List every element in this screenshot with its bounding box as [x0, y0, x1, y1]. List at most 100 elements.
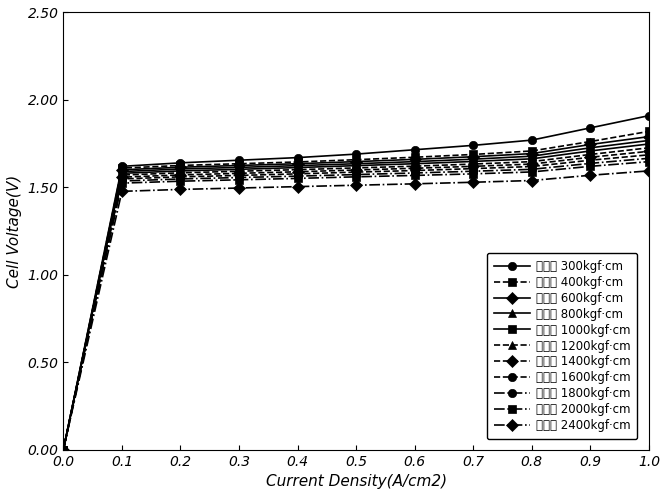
체결력 1800kgf·cm [528, 166, 536, 172]
Line: 체결력 1000kgf·cm: 체결력 1000kgf·cm [59, 140, 653, 454]
체결력 1400kgf·cm [586, 154, 594, 160]
Line: 체결력 1400kgf·cm: 체결력 1400kgf·cm [59, 147, 653, 454]
체결력 1000kgf·cm [586, 148, 594, 154]
체결력 1200kgf·cm [59, 447, 67, 453]
체결력 1200kgf·cm [177, 170, 185, 176]
체결력 300kgf·cm [293, 155, 301, 161]
체결력 1400kgf·cm [59, 447, 67, 453]
체결력 2000kgf·cm [645, 159, 653, 165]
체결력 1800kgf·cm [59, 447, 67, 453]
체결력 800kgf·cm [293, 163, 301, 169]
체결력 1800kgf·cm [645, 155, 653, 161]
Line: 체결력 1200kgf·cm: 체결력 1200kgf·cm [59, 144, 653, 454]
체결력 1800kgf·cm [411, 170, 419, 176]
체결력 1000kgf·cm [177, 168, 185, 174]
Y-axis label: Cell Voltage(V): Cell Voltage(V) [7, 175, 22, 288]
체결력 400kgf·cm [411, 154, 419, 160]
체결력 1400kgf·cm [118, 174, 126, 180]
체결력 600kgf·cm [59, 447, 67, 453]
체결력 1200kgf·cm [470, 161, 478, 167]
Line: 체결력 300kgf·cm: 체결력 300kgf·cm [59, 112, 653, 454]
체결력 800kgf·cm [411, 159, 419, 165]
체결력 800kgf·cm [528, 153, 536, 159]
체결력 2000kgf·cm [352, 174, 360, 180]
체결력 300kgf·cm [235, 157, 243, 163]
체결력 2000kgf·cm [293, 176, 301, 182]
체결력 1800kgf·cm [352, 172, 360, 178]
체결력 800kgf·cm [177, 166, 185, 172]
체결력 1000kgf·cm [235, 166, 243, 172]
체결력 1600kgf·cm [118, 176, 126, 182]
체결력 1000kgf·cm [645, 141, 653, 147]
Line: 체결력 800kgf·cm: 체결력 800kgf·cm [59, 136, 653, 454]
체결력 1800kgf·cm [470, 168, 478, 174]
체결력 400kgf·cm [235, 161, 243, 167]
체결력 2400kgf·cm [293, 184, 301, 189]
체결력 1400kgf·cm [411, 165, 419, 171]
체결력 300kgf·cm [177, 160, 185, 166]
체결력 1600kgf·cm [293, 171, 301, 177]
체결력 1200kgf·cm [586, 151, 594, 157]
체결력 300kgf·cm [470, 142, 478, 148]
체결력 1600kgf·cm [352, 169, 360, 175]
체결력 1400kgf·cm [645, 148, 653, 154]
체결력 2400kgf·cm [177, 186, 185, 192]
체결력 800kgf·cm [470, 156, 478, 162]
Line: 체결력 600kgf·cm: 체결력 600kgf·cm [59, 132, 653, 454]
체결력 1200kgf·cm [293, 167, 301, 173]
체결력 1600kgf·cm [59, 447, 67, 453]
체결력 1000kgf·cm [118, 170, 126, 176]
체결력 2400kgf·cm [586, 172, 594, 178]
체결력 1200kgf·cm [528, 159, 536, 165]
체결력 600kgf·cm [586, 141, 594, 147]
체결력 1800kgf·cm [293, 173, 301, 179]
체결력 1000kgf·cm [411, 161, 419, 167]
Line: 체결력 1800kgf·cm: 체결력 1800kgf·cm [59, 154, 653, 454]
체결력 2400kgf·cm [645, 168, 653, 174]
체결력 2400kgf·cm [528, 178, 536, 184]
체결력 400kgf·cm [293, 159, 301, 165]
체결력 1200kgf·cm [118, 172, 126, 178]
체결력 1600kgf·cm [235, 173, 243, 179]
Line: 체결력 400kgf·cm: 체결력 400kgf·cm [59, 127, 653, 454]
체결력 2000kgf·cm [470, 171, 478, 177]
체결력 600kgf·cm [293, 161, 301, 167]
체결력 2000kgf·cm [411, 173, 419, 179]
체결력 800kgf·cm [645, 137, 653, 143]
체결력 2000kgf·cm [59, 447, 67, 453]
체결력 2400kgf·cm [411, 181, 419, 187]
체결력 2400kgf·cm [235, 185, 243, 191]
체결력 600kgf·cm [645, 133, 653, 139]
체결력 1000kgf·cm [528, 156, 536, 162]
체결력 600kgf·cm [177, 164, 185, 170]
체결력 300kgf·cm [411, 147, 419, 153]
체결력 800kgf·cm [235, 164, 243, 170]
체결력 2400kgf·cm [118, 188, 126, 194]
X-axis label: Current Density(A/cm2): Current Density(A/cm2) [265, 474, 447, 489]
체결력 600kgf·cm [470, 154, 478, 160]
체결력 1600kgf·cm [528, 164, 536, 170]
체결력 300kgf·cm [645, 113, 653, 119]
체결력 1200kgf·cm [235, 168, 243, 174]
체결력 400kgf·cm [470, 151, 478, 157]
체결력 600kgf·cm [235, 163, 243, 169]
체결력 400kgf·cm [645, 128, 653, 134]
체결력 400kgf·cm [59, 447, 67, 453]
체결력 300kgf·cm [586, 125, 594, 131]
체결력 1600kgf·cm [470, 166, 478, 172]
체결력 1400kgf·cm [235, 170, 243, 176]
체결력 300kgf·cm [118, 163, 126, 169]
체결력 2000kgf·cm [118, 180, 126, 186]
체결력 800kgf·cm [118, 169, 126, 175]
체결력 1400kgf·cm [470, 163, 478, 169]
체결력 800kgf·cm [352, 161, 360, 167]
체결력 400kgf·cm [586, 138, 594, 144]
체결력 2000kgf·cm [235, 177, 243, 183]
체결력 2000kgf·cm [586, 163, 594, 169]
체결력 1400kgf·cm [352, 167, 360, 173]
체결력 2400kgf·cm [59, 447, 67, 453]
체결력 600kgf·cm [118, 167, 126, 173]
체결력 1600kgf·cm [177, 174, 185, 180]
체결력 2000kgf·cm [528, 169, 536, 175]
체결력 400kgf·cm [177, 163, 185, 169]
